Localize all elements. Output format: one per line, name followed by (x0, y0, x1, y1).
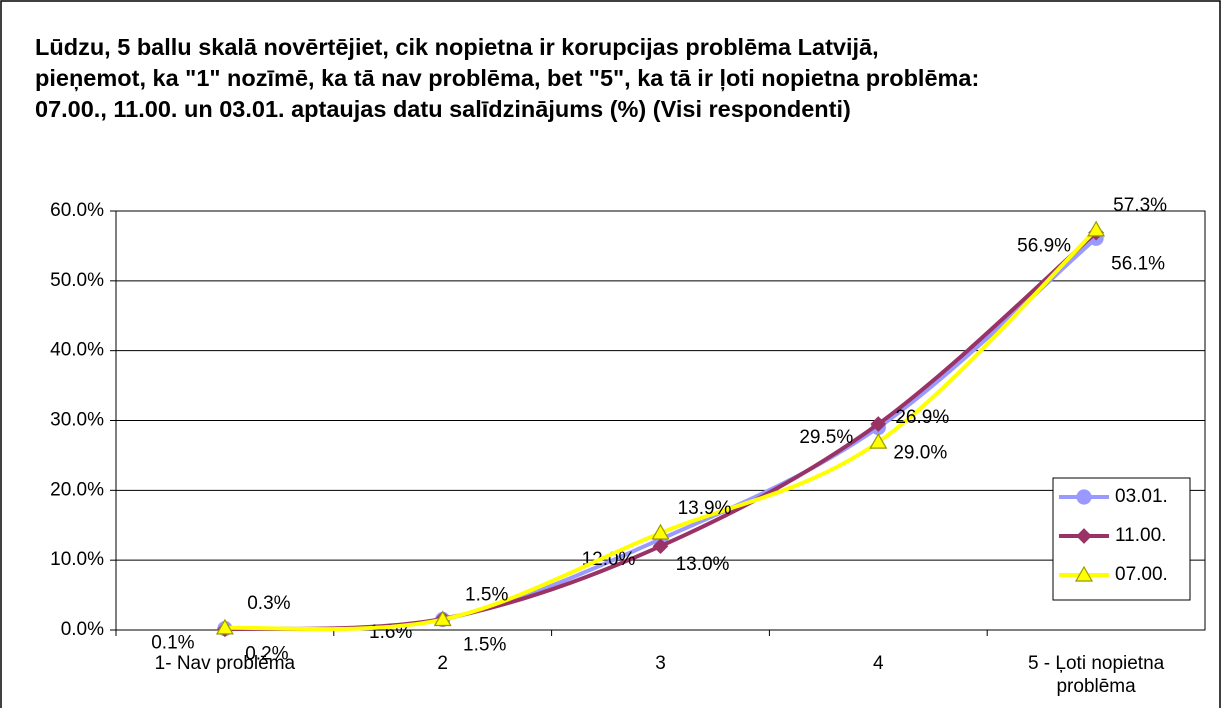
series-line (224, 228, 1098, 632)
legend-label: 11.00. (1115, 525, 1166, 546)
x-tick-label: 3 (655, 653, 666, 674)
x-tick-label: 1- Nav problēma (154, 653, 296, 674)
data-label: 12.0% (582, 549, 636, 570)
data-label: 1.5% (465, 585, 508, 606)
data-label: 56.1% (1111, 253, 1165, 274)
x-tick-label: 4 (873, 653, 884, 674)
data-label: 57.3% (1113, 195, 1167, 216)
marker (651, 523, 670, 540)
marker (433, 610, 452, 627)
data-label: 29.0% (893, 442, 947, 463)
data-label: 13.0% (676, 554, 730, 575)
data-label: 1.5% (463, 635, 506, 656)
data-label: 0.1% (151, 632, 194, 653)
x-tick-label: 5 - Ļoti nopietna problēma (1027, 653, 1165, 697)
x-tick-label: 2 (437, 653, 448, 674)
y-tick-label: 20.0% (50, 479, 104, 500)
y-tick-label: 40.0% (50, 340, 104, 361)
data-label: 0.3% (247, 593, 290, 614)
marker (1076, 528, 1092, 544)
marker (870, 416, 887, 432)
marker (215, 618, 234, 635)
legend-label: 07.00. (1115, 564, 1168, 585)
y-tick-label: 0.0% (61, 619, 104, 640)
y-tick-label: 50.0% (50, 270, 104, 291)
y-tick-label: 10.0% (50, 549, 104, 570)
y-tick-label: 30.0% (50, 410, 104, 431)
chart-title: Lūdzu, 5 ballu skalā novērtējiet, cik no… (35, 34, 980, 122)
marker (869, 432, 888, 449)
data-label: 13.9% (678, 498, 732, 519)
marker (1074, 565, 1094, 582)
data-label: 0.2% (245, 644, 288, 665)
legend-label: 03.01. (1115, 486, 1168, 507)
marker (1087, 220, 1106, 237)
data-label: 29.5% (799, 427, 853, 448)
marker (1076, 489, 1092, 505)
data-label: 26.9% (895, 407, 949, 428)
marker (652, 538, 669, 555)
y-tick-label: 60.0% (50, 200, 104, 221)
data-label: 56.9% (1017, 236, 1071, 257)
